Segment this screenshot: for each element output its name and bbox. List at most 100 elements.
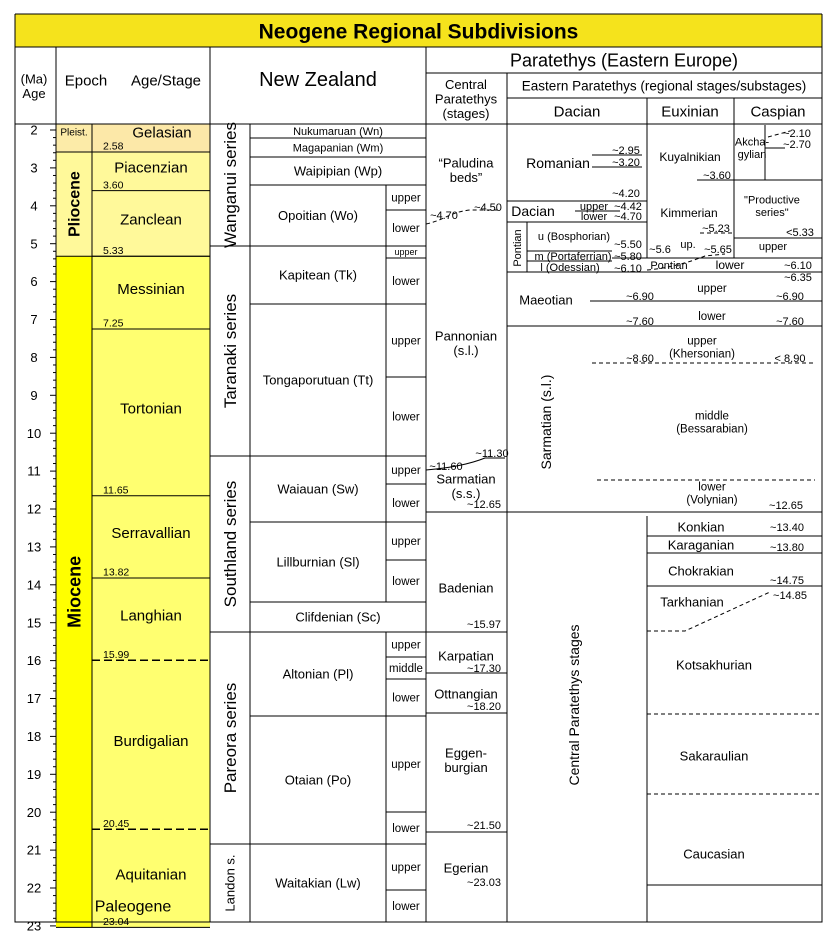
eastern-age: ~7.60 bbox=[776, 316, 804, 328]
header-dacian: Dacian bbox=[554, 103, 601, 120]
caspian-dashed bbox=[767, 130, 791, 138]
dacian-age: ~2.95 bbox=[612, 145, 640, 157]
pliocene-fill bbox=[56, 151, 92, 257]
age-tick-label: 18 bbox=[27, 729, 41, 744]
dacian-age: ~8.60 bbox=[626, 353, 654, 365]
gelasian-fill bbox=[92, 124, 210, 152]
nz-sub-upper: upper bbox=[391, 862, 421, 874]
euxcas-upper: upper bbox=[697, 283, 727, 295]
stage-boundary-age: 5.33 bbox=[103, 245, 124, 257]
euxinian-up: up. bbox=[680, 239, 695, 251]
central-line-sarm bbox=[425, 457, 505, 471]
dacian-sarmatian-sl: Sarmatian (s.l.) bbox=[538, 375, 554, 470]
stage-boundary-age: 3.60 bbox=[103, 179, 124, 191]
lower-age: ~14.75 bbox=[770, 575, 804, 587]
lower-age: ~13.80 bbox=[770, 542, 804, 554]
dacian-pontian: Pontian bbox=[512, 229, 524, 266]
central-ottnangian: Ottnangian bbox=[434, 687, 498, 702]
dacian-maeotian: Maeotian bbox=[519, 293, 572, 308]
central-eggenburgian: Eggen-burgian bbox=[444, 745, 487, 775]
caspian-age: ~2.70 bbox=[783, 139, 811, 151]
nz-series-4: Pareora series bbox=[221, 683, 240, 794]
lower-age: ~13.40 bbox=[770, 522, 804, 534]
dacian-age: ~7.60 bbox=[626, 316, 654, 328]
central-age: ~15.97 bbox=[467, 619, 501, 631]
euxcas-bessarabian: middle (Bessarabian) bbox=[676, 411, 748, 436]
dacian-age: ~5.80 bbox=[614, 251, 642, 263]
nz-sub-lower: lower bbox=[392, 576, 420, 588]
header-central: Central Paratethys (stages) bbox=[435, 77, 498, 121]
nz-stage-3: Waipipian (Wp) bbox=[294, 164, 382, 179]
age-tick-label: 8 bbox=[30, 350, 37, 365]
nz-series-2: Taranaki series bbox=[221, 294, 240, 408]
lower-age: ~14.85 bbox=[773, 590, 807, 602]
dacian-age: ~6.90 bbox=[626, 291, 654, 303]
nz-sub-lower: lower bbox=[392, 693, 420, 705]
nz-sub-upper: upper bbox=[391, 465, 421, 477]
nz-series-1: Wanganui series bbox=[221, 122, 240, 248]
central-pannonian: Pannonian (s.l.) bbox=[435, 328, 497, 358]
dacian-age: ~4.20 bbox=[612, 188, 640, 200]
lower-chokrakian: Chokrakian bbox=[668, 564, 734, 579]
stage-boundary-age: 23.04 bbox=[103, 916, 129, 928]
epoch-paleogene: Paleogene bbox=[95, 899, 172, 916]
nz-series-3: Southland series bbox=[221, 481, 240, 608]
euxcas-lower2: lower bbox=[698, 311, 726, 323]
eastern-age: ~12.65 bbox=[769, 500, 803, 512]
age-tick-label: 6 bbox=[30, 274, 37, 289]
stage-boundary-age: 11.65 bbox=[103, 484, 129, 496]
stage-burdigalian: Burdigalian bbox=[113, 733, 188, 750]
age-tick-label: 15 bbox=[27, 615, 41, 630]
dacian-age: ~4.70 bbox=[614, 211, 642, 223]
central-karpatian: Karpatian bbox=[438, 649, 494, 664]
age-tick-label: 11 bbox=[27, 464, 41, 479]
header-new-zealand: New Zealand bbox=[259, 69, 377, 91]
nz-stage-4: Opoitian (Wo) bbox=[278, 208, 358, 223]
nz-stage-11: Otaian (Po) bbox=[285, 773, 351, 788]
header-euxinian: Euxinian bbox=[661, 103, 719, 120]
age-tick-label: 19 bbox=[27, 767, 41, 782]
header-caspian: Caspian bbox=[750, 103, 805, 120]
dacian-lower: lower bbox=[581, 211, 608, 223]
pliocene-stage-fill bbox=[92, 151, 210, 257]
pontian-middle: m (Portaferrian) bbox=[534, 251, 611, 263]
age-tick-label: 3 bbox=[30, 160, 37, 175]
title-bar bbox=[15, 14, 822, 47]
header-age: (Ma) Age bbox=[21, 71, 48, 101]
lower-caucasian: Caucasian bbox=[683, 847, 744, 862]
pontian-lower: l (Odessian) bbox=[540, 262, 599, 274]
miocene-stage-fill bbox=[92, 256, 210, 928]
stage-boundary-age: 20.45 bbox=[103, 818, 129, 830]
header-epoch: Epoch bbox=[65, 72, 108, 89]
age-tick-label: 20 bbox=[27, 805, 41, 820]
central-sarmatian-ss: Sarmatian (s.s.) bbox=[436, 471, 495, 501]
dacian-romanian: Romanian bbox=[526, 155, 590, 171]
epoch-miocene: Miocene bbox=[64, 556, 84, 628]
chart-title: Neogene Regional Subdivisions bbox=[259, 20, 579, 43]
central-age: ~21.50 bbox=[467, 820, 501, 832]
stage-boundary-age: 7.25 bbox=[103, 318, 124, 330]
stage-boundary-age: 15.99 bbox=[103, 649, 129, 661]
age-tick-label: 9 bbox=[30, 388, 37, 403]
central-age: ~4.50 bbox=[474, 202, 502, 214]
central-age: ~11.30 bbox=[475, 448, 508, 460]
dacian-age: ~6.10 bbox=[614, 263, 642, 275]
central-age: ~17.30 bbox=[467, 663, 501, 675]
stage-zanclean: Zanclean bbox=[120, 212, 182, 229]
eastern-age: ~6.10 bbox=[784, 260, 812, 272]
pleist-fill bbox=[56, 124, 92, 152]
stage-gelasian: Gelasian bbox=[132, 124, 191, 141]
euxinian-age: ~5.65 bbox=[704, 244, 732, 256]
central-badenian: Badenian bbox=[439, 581, 494, 596]
lower-dashed bbox=[647, 591, 771, 632]
euxinian-dashed bbox=[646, 253, 726, 271]
age-tick-label: 22 bbox=[27, 881, 41, 896]
nz-stage-10: Altonian (Pl) bbox=[283, 667, 354, 682]
stage-aquitanian: Aquitanian bbox=[116, 867, 187, 884]
central-egerian: Egerian bbox=[444, 861, 489, 876]
nz-stage-7: Waiauan (Sw) bbox=[277, 482, 358, 497]
euxcas-khersonian: upper (Khersonian) bbox=[669, 336, 735, 361]
nz-sub-upper: upper bbox=[391, 640, 421, 652]
lower-karaganian: Karaganian bbox=[668, 538, 735, 553]
